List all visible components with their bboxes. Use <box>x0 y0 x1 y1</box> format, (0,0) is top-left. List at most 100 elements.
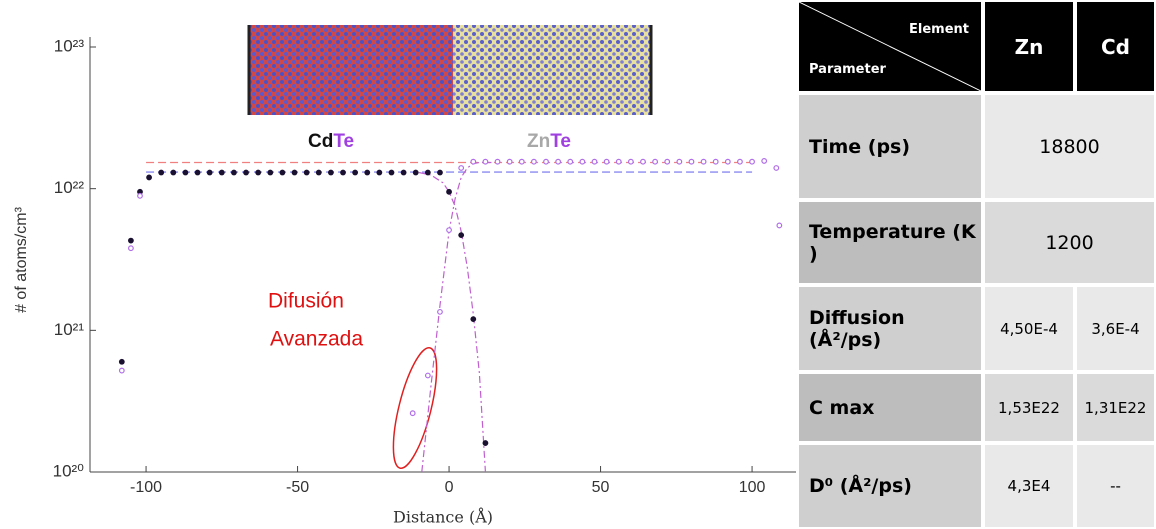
data-point <box>364 169 371 176</box>
compound-part: Te <box>550 131 571 152</box>
row-label: Diffusion (Å²/ps) <box>797 285 983 372</box>
atom-image <box>247 25 653 115</box>
row-value: 3,6E-4 <box>1075 285 1156 372</box>
row-label: D⁰ (Å²/ps) <box>797 443 983 529</box>
x-tick-label: 0 <box>445 479 454 496</box>
data-point <box>146 174 152 181</box>
data-point <box>776 222 783 229</box>
data-point <box>482 440 489 446</box>
data-point <box>531 158 537 165</box>
row-value: 4,3E4 <box>983 443 1075 529</box>
data-point <box>676 158 683 165</box>
data-point <box>518 158 525 165</box>
data-point <box>424 372 431 379</box>
compound-label: CdTe <box>308 131 354 152</box>
y-tick-label: 10²³ <box>54 36 85 55</box>
data-point <box>255 169 262 176</box>
row-value: -- <box>1075 443 1156 529</box>
data-point <box>482 158 489 165</box>
y-tick-label: 10²⁰ <box>53 461 85 480</box>
data-point <box>446 188 452 195</box>
fit-curve <box>421 161 492 473</box>
data-point <box>724 158 731 165</box>
data-point <box>118 367 125 374</box>
chart: 10²⁰ 10²¹ 10²² 10²³ -100 -50 0 50 100 Distance (Å… <box>13 25 796 527</box>
data-point <box>543 158 549 165</box>
data-point <box>688 158 695 165</box>
data-point <box>231 169 237 176</box>
data-point <box>206 169 213 176</box>
data-point <box>615 158 622 165</box>
header-element: Element <box>909 22 969 37</box>
data-point <box>700 158 707 165</box>
data-point <box>303 169 310 176</box>
data-point <box>652 158 659 165</box>
data-point <box>194 169 201 176</box>
y-tick-label: 10²² <box>54 178 85 197</box>
data-point <box>340 169 346 176</box>
row-value: 1200 <box>983 200 1156 285</box>
data-point <box>664 158 671 165</box>
data-point <box>376 169 383 176</box>
data-point <box>458 165 465 171</box>
data-point <box>158 169 165 176</box>
header-parameter: Parameter <box>809 62 886 77</box>
row-label: Time (ps) <box>797 93 983 200</box>
y-tick-label: 10²¹ <box>54 320 85 339</box>
data-point <box>437 169 443 176</box>
y-axis-label: # of atoms/cm³ <box>13 206 30 312</box>
header-column: Zn <box>983 0 1075 93</box>
compound-part: Zn <box>527 131 550 152</box>
data-point <box>555 158 562 165</box>
data-point <box>118 358 125 365</box>
data-point <box>603 158 610 165</box>
data-point <box>506 158 513 165</box>
data-point <box>128 245 134 252</box>
data-point <box>267 169 274 176</box>
header-diagonal <box>799 2 981 91</box>
data-point <box>458 232 465 239</box>
data-point <box>243 169 249 176</box>
header-column: Cd <box>1075 0 1156 93</box>
fit-curve <box>418 171 487 473</box>
data-point <box>327 169 334 176</box>
data-point <box>218 169 225 176</box>
data-point <box>279 169 286 176</box>
compound-part: Te <box>333 131 354 152</box>
data-point <box>446 227 452 233</box>
data-point <box>400 169 407 176</box>
header-corner: Element Parameter <box>797 0 983 93</box>
compound-label: ZnTe <box>527 131 571 152</box>
parameter-table: Element Parameter Zn Cd Time (ps) 18800 Temper… <box>797 0 1156 529</box>
data-point <box>640 158 646 165</box>
data-point <box>352 169 359 176</box>
row-label: C max <box>797 372 983 443</box>
annotation: Avanzada <box>270 328 363 351</box>
x-tick-label: -100 <box>130 479 162 496</box>
data-point <box>737 158 743 165</box>
data-point <box>409 410 416 417</box>
data-point <box>579 158 586 165</box>
compound-part: Cd <box>308 131 333 152</box>
data-point <box>749 158 755 165</box>
row-value: 1,31E22 <box>1075 372 1156 443</box>
data-point <box>761 158 768 164</box>
data-point <box>627 158 634 165</box>
data-point <box>591 158 598 165</box>
data-point <box>412 169 419 176</box>
data-point <box>773 165 780 171</box>
data-point <box>137 192 143 199</box>
data-point <box>494 158 501 165</box>
data-point <box>291 169 298 176</box>
data-point <box>567 158 574 165</box>
row-value: 4,50E-4 <box>983 285 1075 372</box>
data-point <box>388 169 395 176</box>
x-tick-label: -50 <box>286 479 309 496</box>
x-tick-label: 50 <box>592 479 610 496</box>
x-axis-label: Distance (Å) <box>393 507 493 527</box>
data-point <box>128 237 134 244</box>
annotation: Difusión <box>268 290 344 313</box>
data-point <box>470 316 477 323</box>
data-point <box>712 158 719 165</box>
